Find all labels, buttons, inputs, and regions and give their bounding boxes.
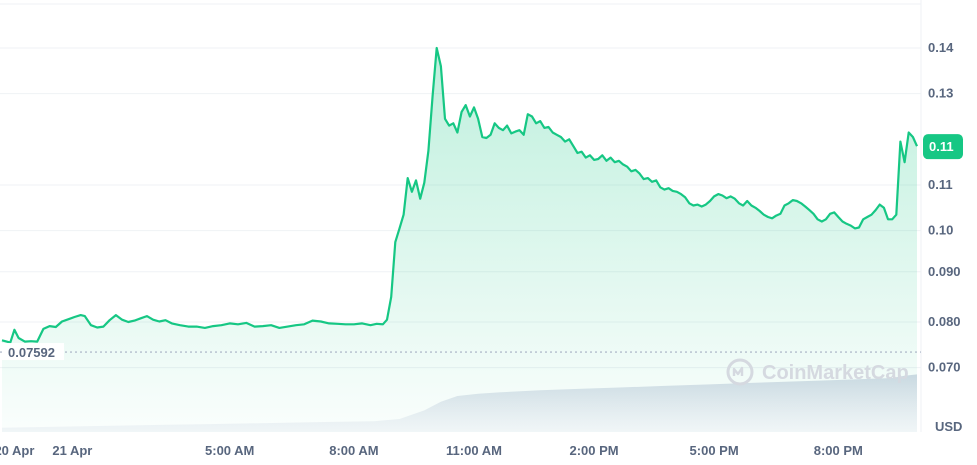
x-tick-label: 5:00 AM	[205, 443, 254, 458]
y-tick-label: 0.090	[928, 264, 961, 279]
y-tick-label: 0.080	[928, 314, 961, 329]
y-tick-label: 0.13	[928, 86, 953, 101]
x-tick-label: 8:00 AM	[329, 443, 378, 458]
coinmarketcap-logo-icon	[726, 358, 754, 386]
baseline-value: 0.07592	[8, 345, 55, 360]
x-tick-label: 2:00 PM	[569, 443, 618, 458]
x-tick-label: 11:00 AM	[446, 443, 502, 458]
x-tick-label: 5:00 PM	[690, 443, 739, 458]
price-area-fill	[2, 48, 917, 432]
x-tick-label: 21 Apr	[52, 443, 92, 458]
x-tick-label: 8:00 PM	[814, 443, 863, 458]
current-price-tag: 0.11	[923, 134, 963, 160]
current-price-value: 0.11	[929, 139, 954, 154]
baseline-label: 0.07592	[2, 343, 64, 361]
y-axis-labels: 0.14 0.13 0.11 0.10 0.090 0.080 0.070	[928, 40, 961, 375]
watermark-text: CoinMarketCap	[762, 362, 909, 384]
watermark: CoinMarketCap	[726, 358, 909, 386]
x-axis-labels: 20 Apr 21 Apr 5:00 AM 8:00 AM 11:00 AM 2:00 P…	[0, 443, 863, 458]
y-tick-label: 0.070	[928, 360, 961, 375]
currency-unit: USD	[935, 419, 962, 434]
y-tick-label: 0.11	[928, 177, 953, 192]
price-line	[1, 46, 919, 344]
y-tick-label: 0.10	[928, 223, 953, 238]
y-tick-label: 0.14	[928, 40, 954, 55]
x-tick-label: 20 Apr	[0, 443, 34, 458]
